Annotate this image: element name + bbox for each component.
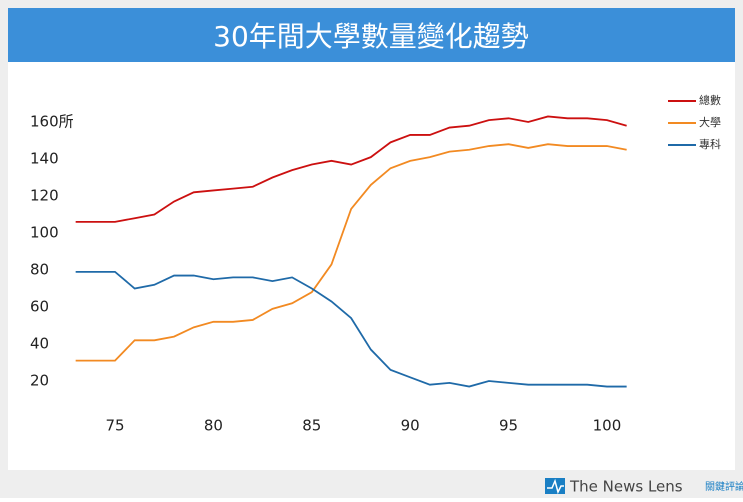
chart-title: 30年間大學數量變化趨勢: [213, 20, 529, 53]
x-tick-label: 90: [401, 417, 420, 435]
plot-panel: [8, 62, 735, 470]
logo-icon: [545, 478, 565, 494]
legend-label: 總數: [699, 93, 721, 107]
title-band: [8, 8, 735, 62]
x-tick-label: 95: [499, 417, 518, 435]
logo-pulse: [547, 478, 564, 495]
legend-label: 大學: [699, 115, 721, 129]
series-line: [75, 270, 627, 388]
x-tick-label: 100: [593, 417, 622, 435]
x-tick-label: 85: [302, 417, 321, 435]
x-tick-label: 80: [204, 417, 223, 435]
x-tick-label: 75: [105, 417, 124, 435]
series-line: [75, 143, 627, 362]
y-tick-label: 100: [30, 224, 59, 242]
y-tick-label: 40: [30, 335, 49, 353]
y-tick-label: 120: [30, 187, 59, 205]
logo: [545, 478, 565, 495]
y-tick-label: 140: [30, 150, 59, 168]
y-tick-label: 20: [30, 372, 49, 390]
y-tick-label: 80: [30, 261, 49, 279]
footer-brand-cn: 關鍵評論: [705, 480, 743, 493]
series-line: [75, 115, 627, 223]
footer-brand: The News Lens: [569, 478, 683, 496]
y-tick-label: 160所: [30, 113, 74, 131]
legend-label: 專科: [699, 137, 721, 151]
y-tick-label: 60: [30, 298, 49, 316]
